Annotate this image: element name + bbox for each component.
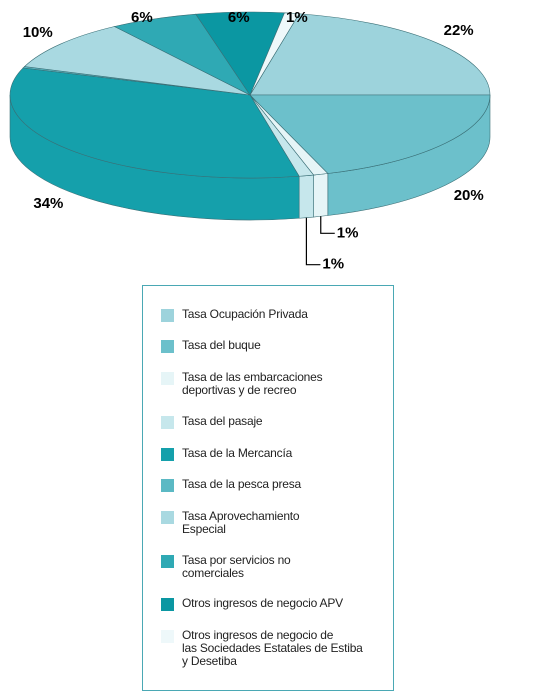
pie-slice (249, 94, 491, 174)
legend-item: Tasa de la pesca presa (161, 477, 393, 493)
leader-line (305, 217, 321, 266)
pie-slice (249, 12, 300, 96)
data-label: 6% (228, 9, 250, 26)
legend-label: Tasa del pasaje (182, 413, 263, 428)
data-label: 20% (454, 187, 484, 204)
legend-label: Otros ingresos de negocio APV (182, 596, 343, 611)
legend-label: Tasa Ocupación Privada (182, 306, 308, 321)
legend-swatch (161, 415, 174, 429)
legend-label: Tasa por servicios no comerciales (182, 552, 291, 580)
data-label: 10% (23, 24, 53, 41)
legend-label: Tasa Aprovechamiento Especial (182, 509, 300, 537)
chart: 22% 20% 1% 1% 34% 10% 6% 6% 1% (9, 9, 491, 273)
legend-item: Tasa de la Mercancía (161, 445, 393, 461)
legend-label: Tasa del buque (182, 338, 261, 353)
legend-label: Tasa de la pesca presa (182, 477, 302, 492)
legend-item: Otros ingresos de negocio APV (161, 596, 393, 612)
pie-slice (9, 67, 300, 179)
legend-label: Tasa de las embarcaciones deportivas y d… (182, 370, 323, 398)
legend-item: Otros ingresos de negocio de las Socieda… (161, 629, 393, 668)
pie-slice (23, 26, 251, 96)
data-label: 22% (444, 22, 474, 39)
data-label: 34% (33, 195, 63, 212)
legend-swatch (161, 630, 174, 644)
legend-item: Tasa por servicios no comerciales (161, 552, 393, 580)
legend-item: Tasa Ocupación Privada (161, 306, 393, 322)
legend-label: Otros ingresos de negocio de las Socieda… (182, 628, 363, 669)
leader-line (320, 216, 335, 234)
legend-swatch (161, 447, 174, 461)
legend-swatch (161, 372, 174, 386)
data-label: 1% (337, 224, 359, 241)
legend-item: Tasa del buque (161, 338, 393, 354)
legend-item: Tasa del pasaje (161, 413, 393, 429)
legend: Tasa Ocupación Privada Tasa del buque Tasa… (142, 285, 394, 691)
data-label: 1% (322, 256, 344, 273)
legend-swatch (161, 554, 174, 568)
legend-swatch (161, 308, 174, 322)
legend-label: Tasa de la Mercancía (182, 445, 293, 460)
legend-swatch (161, 479, 174, 493)
data-label: 6% (131, 9, 153, 26)
pie-slice (249, 13, 491, 96)
pie-side (298, 174, 314, 219)
legend-swatch (161, 511, 174, 525)
legend-swatch (161, 340, 174, 354)
legend-item: Tasa de las embarcaciones deportivas y d… (161, 371, 393, 397)
pie-side (313, 173, 329, 218)
legend-item: Tasa Aprovechamiento Especial (161, 510, 393, 536)
data-label: 1% (286, 9, 308, 26)
legend-swatch (161, 598, 174, 612)
